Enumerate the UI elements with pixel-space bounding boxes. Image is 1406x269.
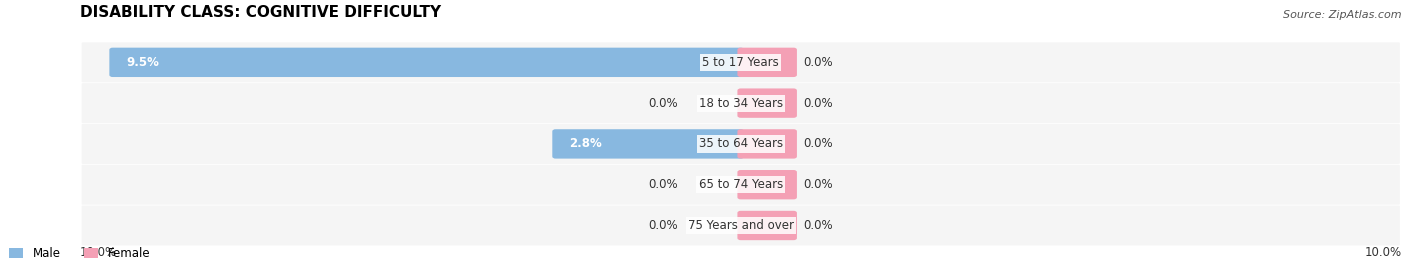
Text: 0.0%: 0.0% xyxy=(804,97,834,110)
FancyBboxPatch shape xyxy=(82,83,1400,123)
Text: 0.0%: 0.0% xyxy=(804,56,834,69)
Text: 0.0%: 0.0% xyxy=(648,178,678,191)
FancyBboxPatch shape xyxy=(82,165,1400,205)
Text: 0.0%: 0.0% xyxy=(648,219,678,232)
Text: Source: ZipAtlas.com: Source: ZipAtlas.com xyxy=(1284,9,1402,20)
Text: 0.0%: 0.0% xyxy=(804,178,834,191)
FancyBboxPatch shape xyxy=(737,129,797,159)
Text: 10.0%: 10.0% xyxy=(1365,246,1402,259)
Text: 0.0%: 0.0% xyxy=(804,137,834,150)
FancyBboxPatch shape xyxy=(82,42,1400,82)
Text: 0.0%: 0.0% xyxy=(648,97,678,110)
Text: 75 Years and over: 75 Years and over xyxy=(688,219,794,232)
FancyBboxPatch shape xyxy=(737,211,797,240)
Text: 35 to 64 Years: 35 to 64 Years xyxy=(699,137,783,150)
Text: 65 to 74 Years: 65 to 74 Years xyxy=(699,178,783,191)
FancyBboxPatch shape xyxy=(82,206,1400,246)
Text: 9.5%: 9.5% xyxy=(127,56,159,69)
FancyBboxPatch shape xyxy=(553,129,744,159)
Legend: Male, Female: Male, Female xyxy=(4,242,155,264)
FancyBboxPatch shape xyxy=(110,48,744,77)
FancyBboxPatch shape xyxy=(737,48,797,77)
Text: 18 to 34 Years: 18 to 34 Years xyxy=(699,97,783,110)
Text: 5 to 17 Years: 5 to 17 Years xyxy=(703,56,779,69)
FancyBboxPatch shape xyxy=(737,170,797,199)
FancyBboxPatch shape xyxy=(737,89,797,118)
Text: 10.0%: 10.0% xyxy=(80,246,117,259)
FancyBboxPatch shape xyxy=(82,124,1400,164)
Text: DISABILITY CLASS: COGNITIVE DIFFICULTY: DISABILITY CLASS: COGNITIVE DIFFICULTY xyxy=(80,5,440,20)
Text: 2.8%: 2.8% xyxy=(569,137,602,150)
Text: 0.0%: 0.0% xyxy=(804,219,834,232)
